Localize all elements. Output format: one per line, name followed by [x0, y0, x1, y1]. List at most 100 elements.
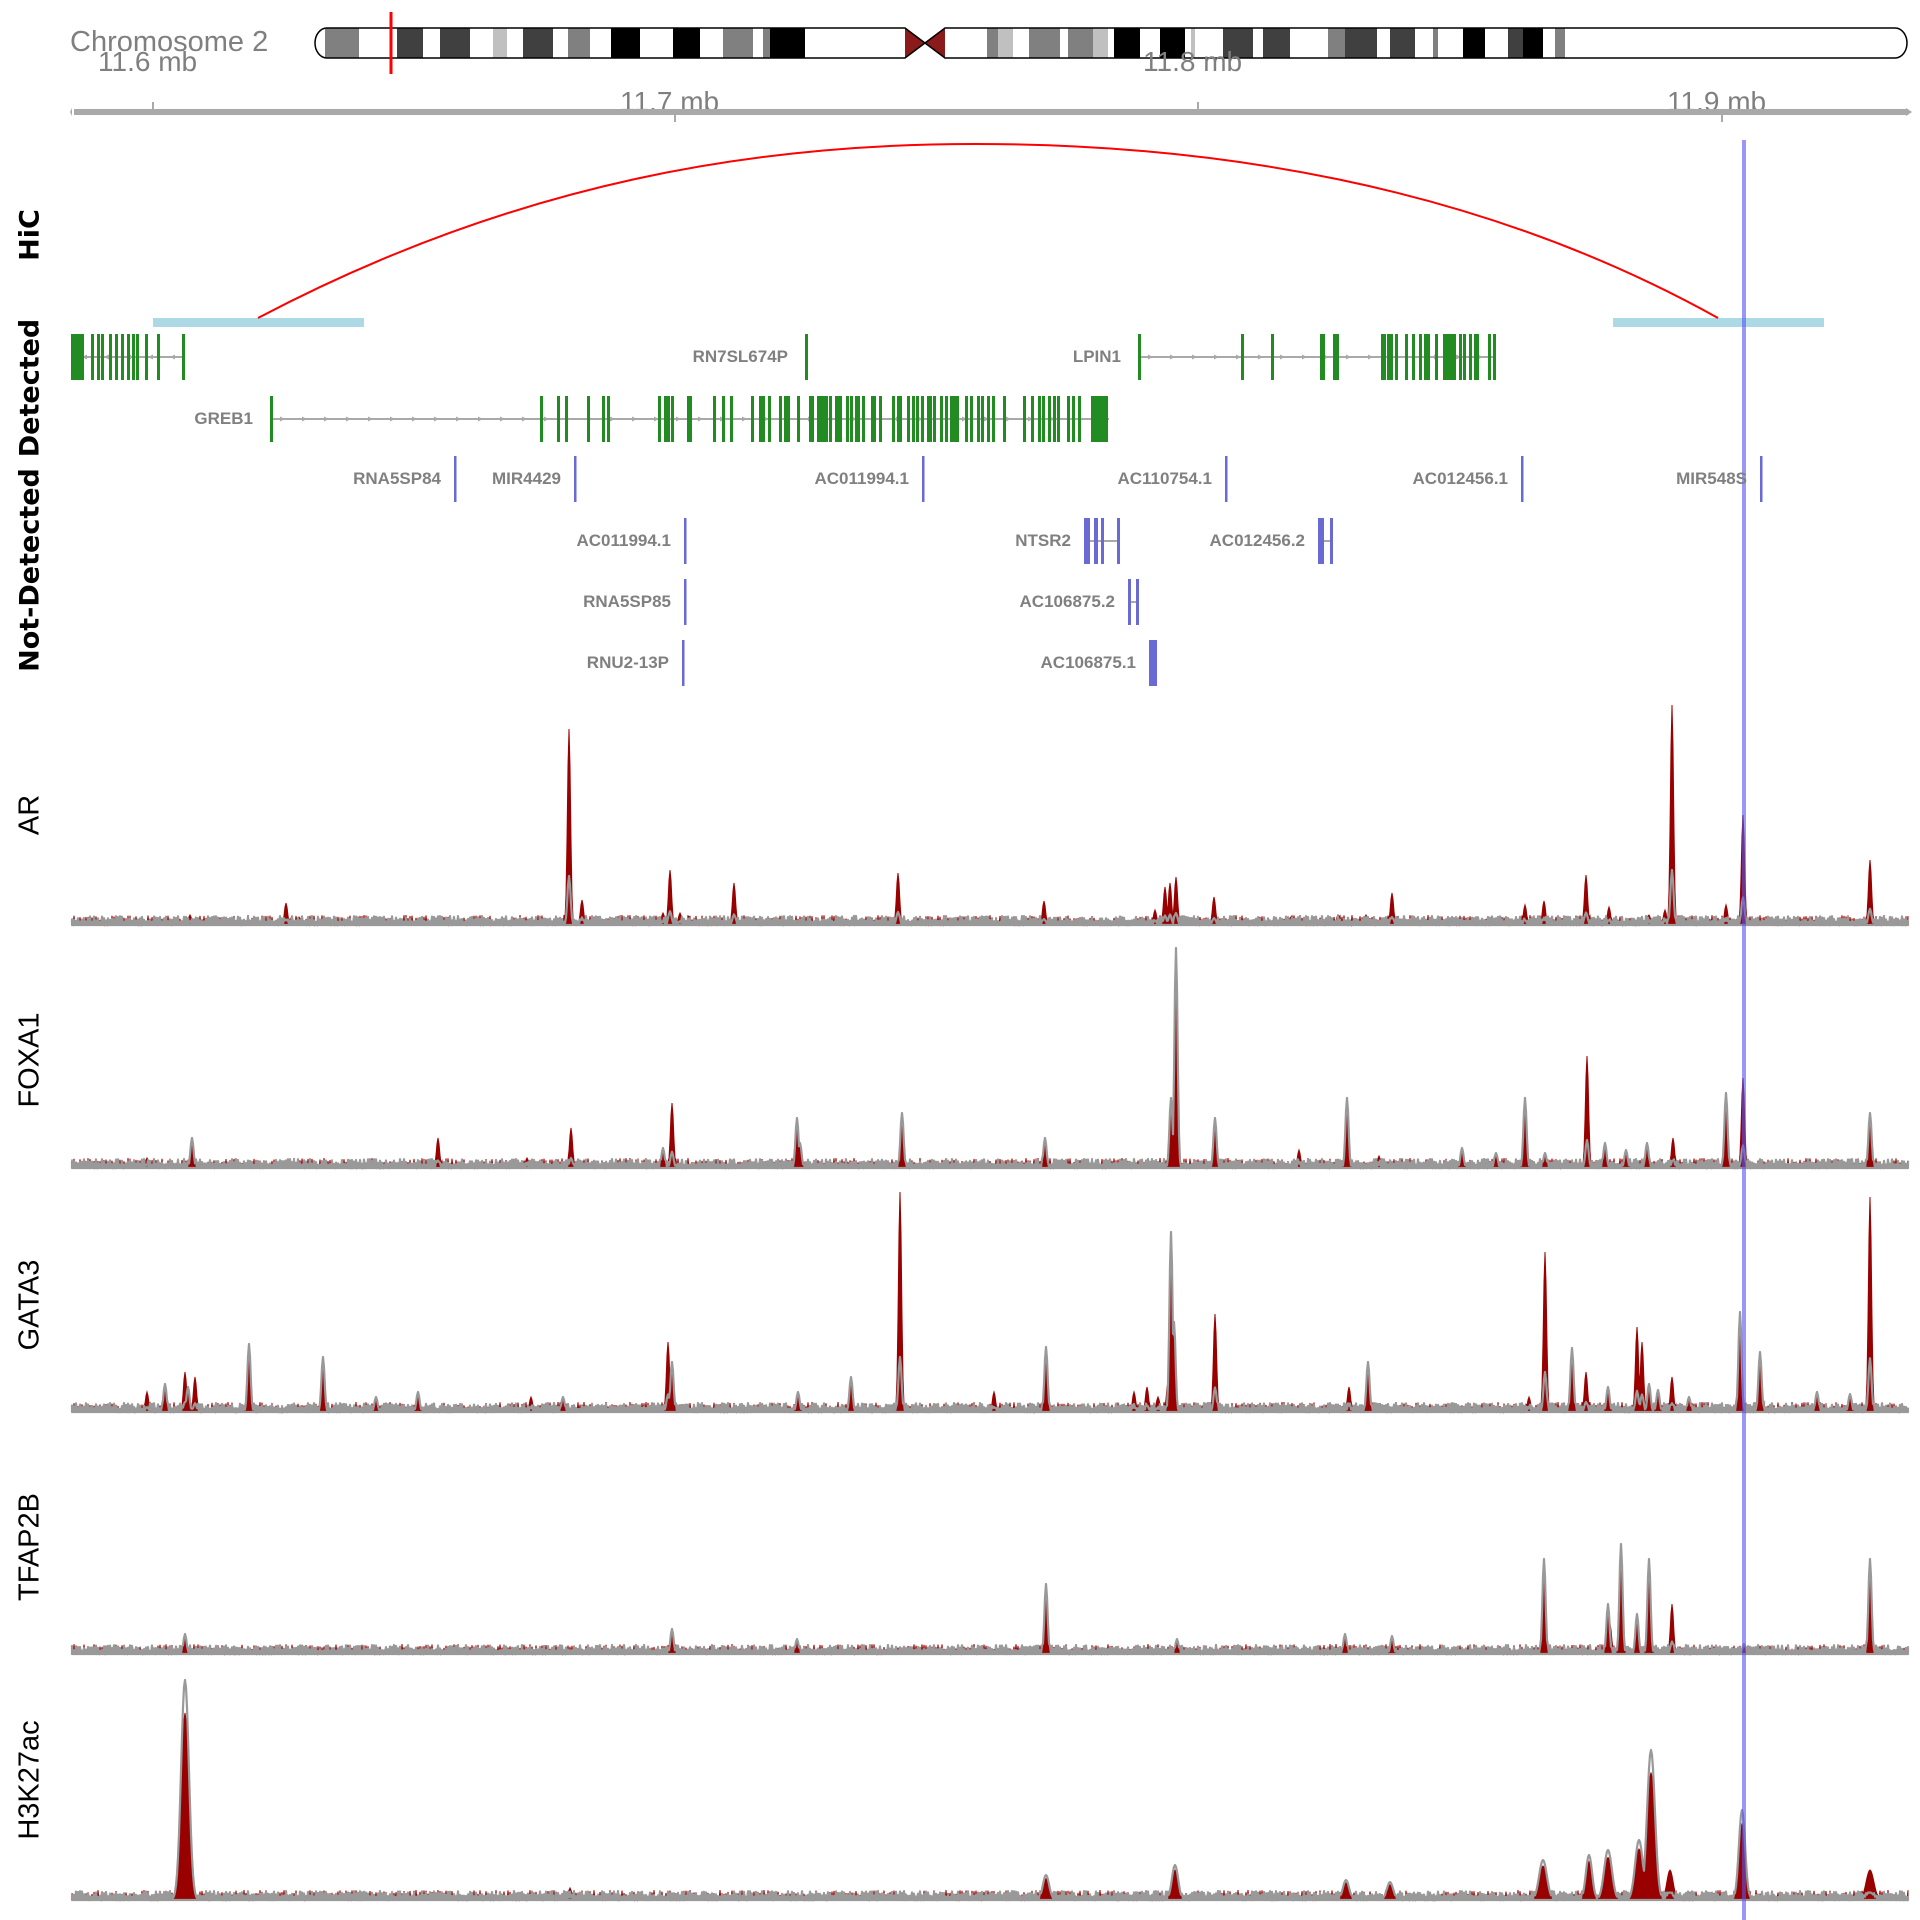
- exon: [1443, 334, 1446, 380]
- exon: [1469, 334, 1472, 380]
- exon: [91, 334, 94, 380]
- current-region-marker: [389, 12, 393, 74]
- exon: [1057, 396, 1060, 442]
- chromosome-band: [568, 28, 590, 58]
- exon: [671, 396, 674, 442]
- chromosome-band: [805, 28, 850, 58]
- exon: [805, 334, 808, 380]
- signal-track-label: TFAP2B: [13, 1493, 46, 1601]
- exon: [682, 640, 685, 686]
- hic-anchor-left: [153, 318, 364, 327]
- chromosome-band: [1253, 28, 1263, 58]
- exon: [1003, 396, 1006, 442]
- chromosome-band: [1108, 28, 1114, 58]
- exon: [927, 396, 930, 442]
- exon: [1474, 334, 1477, 380]
- exon: [1405, 334, 1408, 380]
- treatment-signal: [71, 704, 1909, 927]
- exon: [1381, 334, 1384, 380]
- chromosome-band: [770, 28, 805, 58]
- exon: [1023, 396, 1026, 442]
- centromere: [905, 28, 925, 58]
- exon: [779, 396, 782, 442]
- chromosome-band: [1565, 28, 1580, 58]
- exon: [929, 396, 932, 442]
- exon: [157, 334, 160, 380]
- exon: [1493, 334, 1496, 380]
- exon: [940, 396, 943, 442]
- chromosome-band: [1029, 28, 1060, 58]
- control-signal: [70, 1230, 1910, 1414]
- signal-track-gata3: [70, 1191, 1910, 1414]
- gene-name-label: AC012456.2: [1209, 531, 1305, 550]
- exon: [1395, 334, 1398, 380]
- exon: [607, 396, 610, 442]
- exon: [1424, 334, 1427, 380]
- signal-track-label: FOXA1: [13, 1012, 46, 1108]
- exon: [454, 456, 457, 502]
- chromosome-band: [1328, 28, 1345, 58]
- exon: [953, 396, 956, 442]
- exon: [1053, 396, 1056, 442]
- exon: [797, 396, 800, 442]
- exon: [977, 396, 980, 442]
- exon: [81, 334, 84, 380]
- position-highlight-line: [1742, 140, 1746, 1920]
- gene-name-label: NTSR2: [1015, 531, 1071, 550]
- chromosome-band: [590, 28, 611, 58]
- chromosome-band: [987, 28, 998, 58]
- exon: [1072, 396, 1075, 442]
- gene-name-label: RNA5SP84: [353, 469, 441, 488]
- exon: [759, 396, 762, 442]
- chromosome-band: [1438, 28, 1463, 58]
- exon: [713, 396, 716, 442]
- exon: [1149, 640, 1152, 686]
- exon: [1448, 334, 1451, 380]
- exon: [1067, 396, 1070, 442]
- chromosome-band: [950, 28, 987, 58]
- exon: [557, 396, 560, 442]
- exon: [1453, 334, 1456, 380]
- signal-track-label: AR: [13, 794, 46, 836]
- exon: [1084, 518, 1087, 564]
- exon: [101, 334, 104, 380]
- exon: [1446, 334, 1449, 380]
- chromosome-band: [470, 28, 493, 58]
- chromosome-band: [723, 28, 753, 58]
- exon: [689, 396, 692, 442]
- exon: [857, 396, 860, 442]
- signal-track-foxa1: [70, 946, 1910, 1170]
- chromosome-band: [1463, 28, 1485, 58]
- exon: [1322, 334, 1325, 380]
- exon: [1412, 334, 1415, 380]
- chromosome-band: [640, 28, 673, 58]
- chromosome-band: [493, 28, 507, 58]
- exon: [945, 396, 948, 442]
- exon: [1427, 334, 1430, 380]
- exon: [1048, 396, 1051, 442]
- chromosome-band: [1160, 28, 1185, 58]
- control-signal: [70, 946, 1910, 1170]
- exon: [1271, 334, 1274, 380]
- not-detected-track-label: Not-Detected: [14, 468, 46, 672]
- exon: [1117, 518, 1120, 564]
- chromosome-band: [673, 28, 700, 58]
- gene-name-label: AC110754.1: [1117, 469, 1212, 488]
- exon: [658, 396, 661, 442]
- exon: [823, 396, 826, 442]
- chromosome-band: [423, 28, 440, 58]
- gene-name-label: MIR548S: [1676, 469, 1747, 488]
- axis-tick-label: 11.8 mb: [1143, 46, 1243, 77]
- exon: [79, 334, 82, 380]
- exon: [916, 396, 919, 442]
- chromosome-ideogram: [314, 12, 1908, 74]
- exon: [1419, 334, 1422, 380]
- chromosome-band: [1485, 28, 1508, 58]
- chromosome-band: [553, 28, 568, 58]
- exon: [587, 396, 590, 442]
- exon: [787, 396, 790, 442]
- chromosome-band: [523, 28, 553, 58]
- exon: [1101, 518, 1104, 564]
- exon: [873, 396, 876, 442]
- chromosome-band: [1068, 28, 1093, 58]
